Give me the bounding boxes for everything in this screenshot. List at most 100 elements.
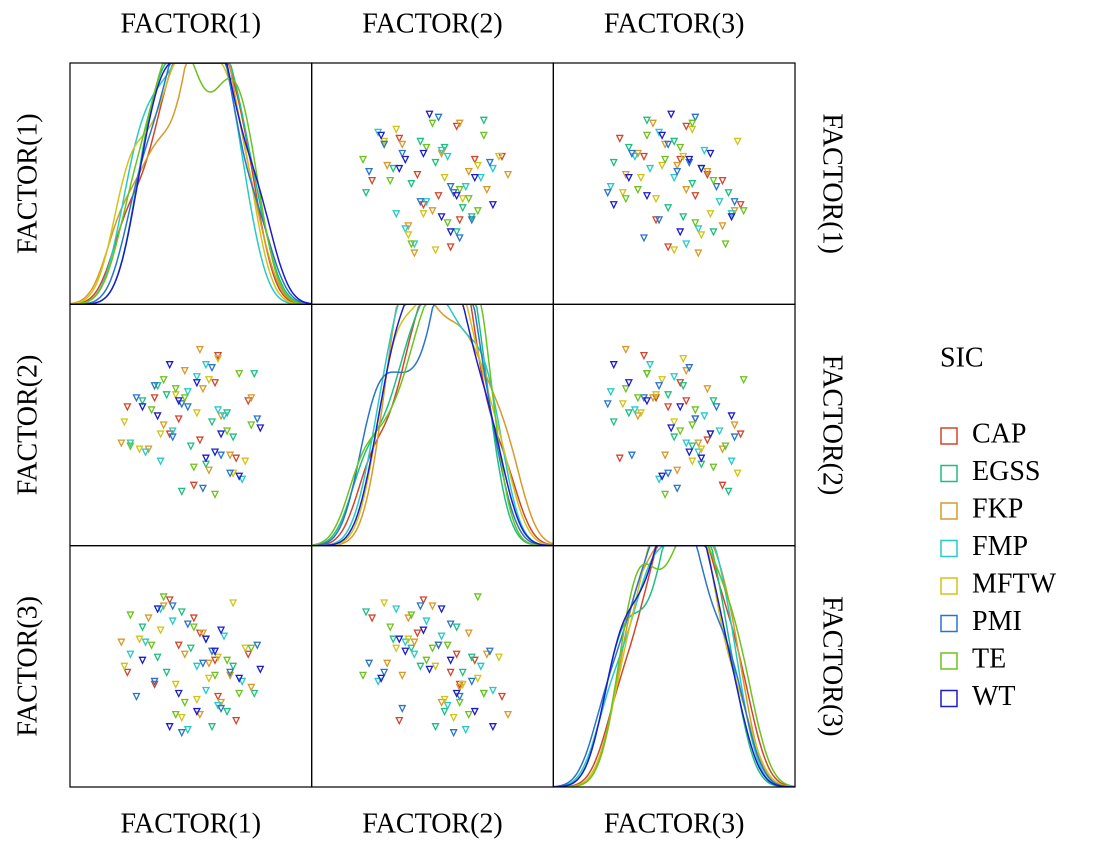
scatter-point [639,152,649,161]
scatter-point [177,487,186,496]
scatter-point [425,665,434,674]
scatter-point [697,454,706,463]
scatter-point [192,707,201,717]
scatter-point [434,113,443,122]
scatter-point [204,674,214,683]
scatter-point [226,469,235,478]
scatter-point [664,204,673,213]
scatter-point [431,723,440,732]
scatter-point [455,234,464,243]
scatter-point [380,140,389,149]
scatter-point [488,723,497,732]
scatter-point [392,210,401,219]
scatter-point [229,433,238,442]
scatter-point [452,689,461,698]
scatter-point [235,370,244,379]
scatter-point [670,433,679,442]
scatter-point [171,385,180,394]
scatter-point [253,641,262,650]
scatter-point [658,376,667,385]
scatter-point [697,445,706,454]
scatter-point [174,415,183,424]
scatter-point [213,653,223,662]
scatter-point [177,713,186,723]
scatter-point [682,122,691,131]
scatter-point [615,454,624,463]
scatter-point [241,644,250,653]
scatter-point [235,472,244,481]
scatter-point [229,599,238,608]
scatter-point [709,177,718,186]
scatter-point [153,412,162,421]
scatter-point [709,397,718,406]
scatter-point [437,698,446,707]
scatter-point [207,723,217,732]
row-label: FACTOR(2) [817,355,848,496]
scatter-point [407,644,416,653]
scatter-point [694,249,703,258]
scatter-point [419,626,428,635]
scatter-point [452,228,461,237]
scatter-point [174,641,183,650]
panel [70,63,312,305]
scatter-point [670,373,679,382]
scatter-point [694,448,703,457]
scatter-point [213,692,223,701]
panel [603,110,748,258]
scatter-point [159,376,168,385]
scatter-point [198,484,207,493]
scatter-point [256,665,265,674]
scatter-point [361,608,371,617]
row-label: FACTOR(1) [817,113,848,254]
scatter-point [368,614,377,623]
legend-swatch [940,614,958,633]
scatter-point [120,662,129,671]
scatter-point [238,677,247,686]
scatter-point [204,376,214,385]
scatter-point [664,403,673,412]
scatter-point [168,427,177,436]
scatter-point [691,415,700,424]
column-label: FACTOR(1) [121,8,262,39]
scatter-point [440,695,449,704]
scatter-point [207,364,217,373]
scatter-point [642,131,652,140]
scatter-point [180,394,189,403]
scatter-point [730,433,739,442]
scatter-point [697,231,706,240]
scatter-point [673,484,682,493]
density-line [311,304,554,546]
column-label: FACTOR(3) [604,808,745,839]
scatter-point [226,671,235,680]
scatter-point [247,421,256,430]
scatter-point [682,240,691,249]
scatter-point [398,149,407,158]
scatter-point [670,137,679,146]
scatter-point [673,167,682,177]
scatter-point [180,698,189,707]
scatter-point [162,391,171,400]
scatter-point [440,707,449,717]
legend-label: FKP [972,493,1023,524]
scatter-point [244,397,253,406]
scatter-point [256,424,265,433]
scatter-point [609,418,618,427]
scatter-point [715,427,724,436]
scatter-point [398,704,407,714]
scatter-point [377,131,386,140]
scatter-point [383,659,392,668]
scatter-point [476,173,485,183]
scatter-point [479,131,488,140]
scatter-point [603,189,612,198]
scatter-point [244,650,253,659]
scatter-point [232,454,241,463]
scatter-point [413,629,422,638]
scatter-point [147,406,156,415]
panel [358,110,513,258]
scatter-point [192,409,201,418]
scatter-point [210,448,220,457]
scatter-point [627,149,636,158]
scatter-point [485,158,494,168]
panel-border [552,62,796,305]
